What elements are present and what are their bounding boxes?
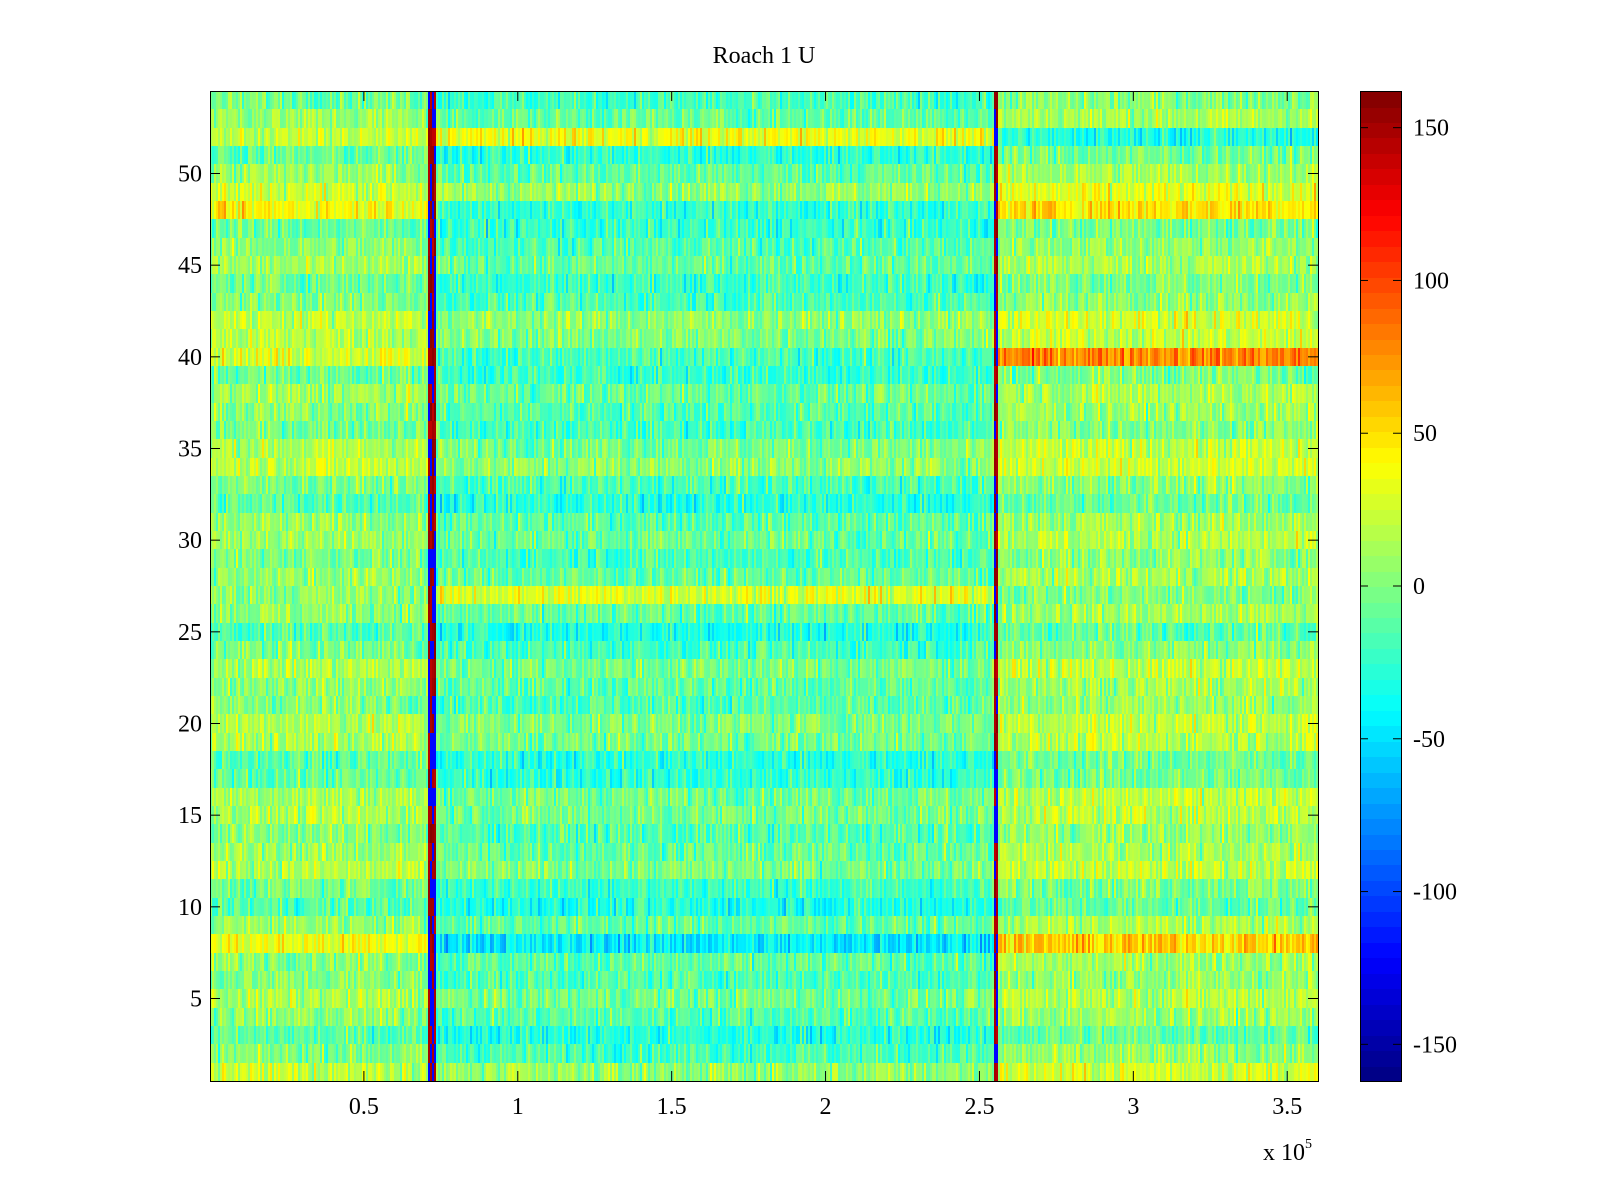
y-tick-label: 5: [190, 987, 202, 1013]
colorbar-tick-label: -150: [1413, 1032, 1457, 1058]
y-tick-label: 25: [178, 620, 202, 646]
x-tick-label: 1: [512, 1094, 524, 1120]
plot-frame: [210, 91, 1319, 1082]
y-tick-label: 15: [178, 803, 202, 829]
colorbar-tick-label: 0: [1413, 574, 1425, 600]
x-tick-label: 2.5: [964, 1094, 994, 1120]
y-tick-label: 20: [178, 712, 202, 738]
x-axis-multiplier: x 105: [1263, 1137, 1312, 1167]
x-multiplier-exponent: 5: [1305, 1137, 1312, 1152]
colorbar-tick-label: 150: [1413, 116, 1449, 142]
y-tick-label: 45: [178, 253, 202, 279]
colorbar-tick-label: -100: [1413, 880, 1457, 906]
y-tick-label: 30: [178, 528, 202, 554]
colorbar-tick-label: 100: [1413, 268, 1449, 294]
colorbar-tick-label: -50: [1413, 727, 1445, 753]
y-tick-label: 10: [178, 895, 202, 921]
heatmap-image: [210, 91, 1318, 1081]
x-tick-label: 3.5: [1272, 1094, 1302, 1120]
x-multiplier-text: x 10: [1263, 1140, 1305, 1166]
chart-title: Roach 1 U: [712, 43, 816, 69]
x-tick-label: 1.5: [657, 1094, 687, 1120]
x-tick-label: 3: [1127, 1094, 1139, 1120]
colorbar-tick-label: 50: [1413, 421, 1437, 447]
y-tick-label: 50: [178, 162, 202, 188]
x-tick-label: 2: [820, 1094, 832, 1120]
y-tick-label: 40: [178, 345, 202, 371]
x-tick-label: 0.5: [349, 1094, 379, 1120]
y-tick-label: 35: [178, 437, 202, 463]
